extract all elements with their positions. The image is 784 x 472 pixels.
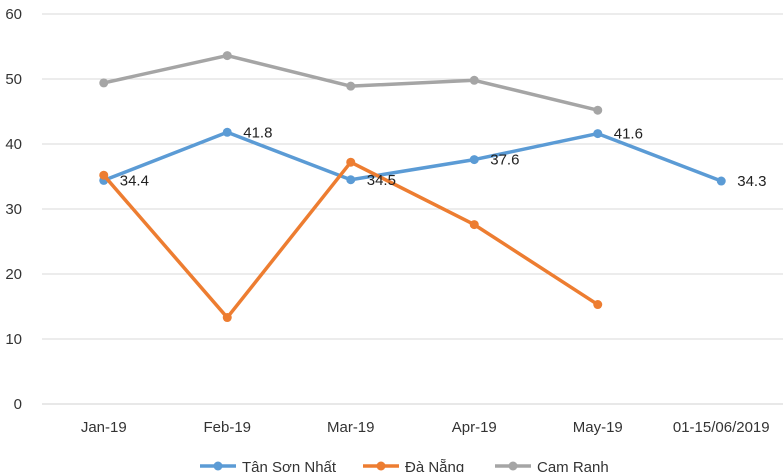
legend-item: Tân Sơn Nhất [200,459,337,472]
data-point [469,220,479,230]
y-tick-label: 0 [14,396,22,413]
y-tick-label: 50 [5,71,22,88]
data-point [222,51,232,61]
series-line-0 [102,130,723,183]
y-tick-label: 10 [5,331,22,348]
legend: Tân Sơn Nhất Đà Nẵng Cam Ranh [200,459,609,472]
legend-item: Cam Ranh [495,459,609,472]
data-point [346,157,356,167]
legend-label: Đà Nẵng [405,459,464,472]
x-tick-label: Feb-19 [203,419,251,436]
x-axis-ticks: Jan-19 Feb-19 Mar-19 Apr-19 May-19 01-15/06/2… [81,419,770,436]
data-point [99,170,109,180]
x-tick-label: Jan-19 [81,419,127,436]
data-label: 37.6 [490,152,519,169]
data-labels: 34.4 41.8 34.5 37.6 41.6 34.3 [120,124,767,190]
series-line-1 [102,160,600,320]
x-tick-label: Mar-19 [327,419,375,436]
data-label: 34.5 [367,172,396,189]
legend-swatch-marker [508,461,518,471]
legend-swatch-marker [376,461,386,471]
data-point [469,155,479,165]
data-point [469,75,479,85]
data-label: 34.3 [737,173,766,190]
data-point [593,105,603,115]
data-point [346,175,356,185]
data-point [222,313,232,323]
data-point [222,127,232,137]
y-tick-label: 30 [5,201,22,218]
legend-swatch-marker [213,461,223,471]
data-point [593,300,603,310]
y-axis-ticks: 0 10 20 30 40 50 60 [5,6,22,413]
data-label: 34.4 [120,172,149,189]
legend-item: Đà Nẵng [363,459,464,472]
legend-label: Cam Ranh [537,459,609,472]
data-point [593,129,603,139]
y-tick-label: 60 [5,6,22,23]
data-point [346,81,356,91]
y-tick-label: 20 [5,266,22,283]
y-tick-label: 40 [5,136,22,153]
x-tick-label: May-19 [573,419,623,436]
x-tick-label: Apr-19 [452,419,497,436]
gridlines [42,13,783,405]
data-point [716,176,726,186]
series-group [99,51,726,323]
data-label: 41.6 [614,126,643,143]
x-tick-label: 01-15/06/2019 [673,419,770,436]
data-label: 41.8 [243,124,272,141]
legend-label: Tân Sơn Nhất [242,459,337,472]
data-point [99,78,109,88]
